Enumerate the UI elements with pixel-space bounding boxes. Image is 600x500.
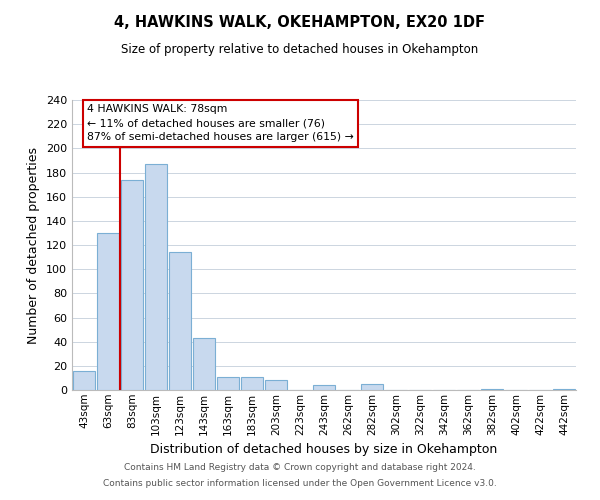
Text: 4 HAWKINS WALK: 78sqm
← 11% of detached houses are smaller (76)
87% of semi-deta: 4 HAWKINS WALK: 78sqm ← 11% of detached … [87,104,354,142]
Bar [121,180,143,390]
Bar [481,389,503,390]
X-axis label: Distribution of detached houses by size in Okehampton: Distribution of detached houses by size … [151,443,497,456]
Bar [169,252,191,390]
Bar [217,376,239,390]
Bar [73,370,95,390]
Bar [97,233,119,390]
Y-axis label: Number of detached properties: Number of detached properties [28,146,40,344]
Text: 4, HAWKINS WALK, OKEHAMPTON, EX20 1DF: 4, HAWKINS WALK, OKEHAMPTON, EX20 1DF [115,15,485,30]
Bar [313,385,335,390]
Bar [265,380,287,390]
Bar [553,389,575,390]
Text: Contains public sector information licensed under the Open Government Licence v3: Contains public sector information licen… [103,478,497,488]
Text: Size of property relative to detached houses in Okehampton: Size of property relative to detached ho… [121,42,479,56]
Text: Contains HM Land Registry data © Crown copyright and database right 2024.: Contains HM Land Registry data © Crown c… [124,464,476,472]
Bar [361,384,383,390]
Bar [241,376,263,390]
Bar [145,164,167,390]
Bar [193,338,215,390]
